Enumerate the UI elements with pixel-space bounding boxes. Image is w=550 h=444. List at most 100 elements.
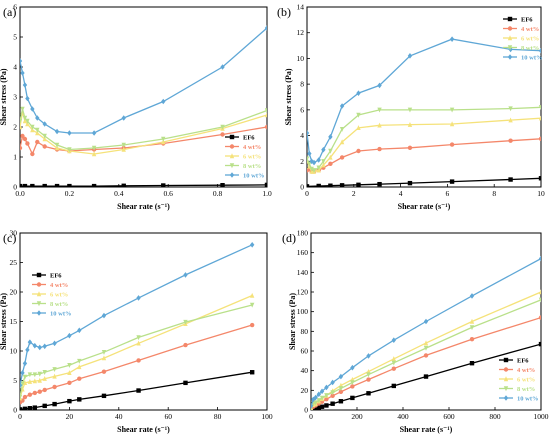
x-tick-label: 60	[164, 412, 172, 421]
data-point	[52, 367, 57, 372]
data-point	[54, 183, 60, 187]
data-point	[356, 90, 361, 96]
data-point	[249, 370, 255, 375]
x-tick-label: 0.4	[114, 189, 124, 198]
data-point	[161, 136, 166, 142]
data-point	[20, 106, 25, 112]
data-point	[20, 370, 25, 376]
data-point	[67, 380, 72, 386]
y-tick-label: 2	[300, 157, 304, 166]
x-tick-label: 200	[351, 412, 363, 421]
data-point	[449, 36, 455, 42]
data-point	[508, 106, 513, 112]
data-point	[67, 370, 72, 376]
y-tick-label: 8	[300, 80, 304, 89]
data-point	[67, 332, 72, 339]
data-point	[67, 183, 72, 187]
data-point	[249, 242, 255, 248]
data-point	[27, 372, 33, 378]
data-point	[311, 168, 317, 173]
data-point	[307, 161, 312, 167]
data-point	[366, 353, 371, 359]
legend-marker	[36, 272, 42, 278]
data-point	[423, 345, 429, 351]
data-point	[27, 378, 33, 384]
data-point	[77, 358, 82, 364]
data-point	[356, 125, 361, 131]
x-tick-label: 600	[443, 412, 455, 421]
legend: EF6 4 wt% 6 wt% 8 wt% 10 wt%	[503, 16, 542, 61]
data-point	[54, 128, 60, 135]
data-point	[22, 183, 28, 187]
data-point	[366, 391, 371, 396]
data-point	[391, 337, 396, 343]
data-point	[391, 356, 396, 362]
data-point	[423, 374, 429, 379]
data-point	[307, 130, 310, 136]
data-point	[538, 115, 541, 121]
legend-label: 10 wt%	[521, 54, 542, 61]
data-point	[25, 95, 30, 102]
legend: EF6 4 wt% 6 wt% 8 wt% 10 wt%	[225, 134, 264, 179]
data-point	[338, 399, 344, 404]
data-point	[508, 177, 513, 182]
data-point	[42, 343, 47, 350]
data-point	[35, 139, 40, 145]
data-point	[313, 406, 318, 410]
x-tick-label: 1.0	[262, 189, 272, 198]
data-point	[264, 182, 267, 187]
data-point	[30, 127, 35, 133]
data-point	[101, 355, 107, 361]
panel-label: (d)	[282, 231, 296, 245]
data-point	[366, 372, 371, 378]
plot-frame	[19, 6, 268, 188]
data-point	[316, 398, 322, 404]
y-tick-label: 60	[301, 347, 309, 356]
data-point	[22, 374, 28, 380]
data-point	[20, 118, 23, 124]
legend-marker	[507, 45, 513, 51]
x-tick-label: 0.6	[164, 189, 174, 198]
data-point	[307, 156, 310, 162]
legend-label: 6 wt%	[521, 35, 539, 42]
data-point	[52, 401, 57, 407]
data-point	[449, 107, 455, 113]
series-line	[311, 258, 541, 407]
data-point	[42, 387, 47, 393]
data-point	[91, 145, 97, 151]
data-point	[391, 360, 396, 366]
legend-marker	[36, 301, 42, 307]
data-point	[311, 396, 316, 403]
plot-frame	[19, 232, 268, 411]
series-group	[20, 25, 267, 187]
data-point	[22, 136, 28, 142]
y-tick-label: 3	[13, 93, 17, 102]
legend-label: 6 wt%	[50, 291, 68, 298]
chart-panel-4: 0 200 400 600 800 1000 0 20 40 60 80 100 120 140 160 18…	[282, 229, 549, 435]
data-point	[25, 347, 30, 353]
data-point	[35, 130, 40, 136]
y-tick-label: 40	[301, 366, 309, 375]
data-point	[321, 162, 326, 168]
data-point	[25, 121, 30, 127]
data-point	[32, 372, 38, 378]
chart-panel-3: 0 20 40 60 80 100 0 5 10 15 20 25 30 Shear rate (s⁻¹)…	[0, 229, 273, 435]
data-point	[220, 64, 225, 70]
data-point	[32, 405, 38, 410]
data-point	[316, 405, 322, 410]
data-point	[52, 340, 57, 347]
data-point	[30, 183, 35, 187]
data-point	[27, 339, 33, 345]
data-point	[22, 406, 28, 410]
series-group	[311, 255, 541, 410]
data-point	[377, 82, 382, 89]
data-point	[423, 340, 429, 346]
legend-label: 10 wt%	[50, 310, 71, 317]
data-point	[339, 155, 345, 160]
data-point	[309, 166, 314, 172]
data-point	[220, 183, 225, 187]
legend-label: EF6	[50, 272, 62, 279]
legend-marker	[36, 291, 42, 297]
x-tick-label: 20	[66, 412, 74, 421]
